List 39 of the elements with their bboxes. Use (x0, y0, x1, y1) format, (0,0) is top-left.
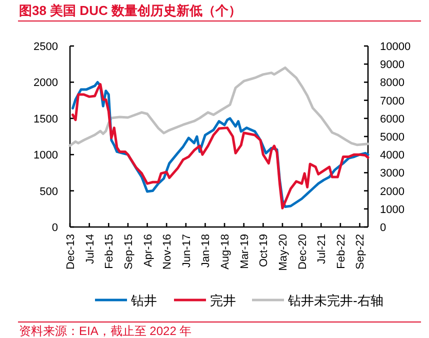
y2-tick-label: 9000 (380, 59, 404, 72)
y2-tick-label: 0 (380, 222, 386, 234)
text: 资料来源：EIA，截止至 2022 年 (19, 324, 192, 338)
y-tick-label: 2000 (34, 77, 58, 90)
y-tick-label: 1500 (34, 113, 58, 126)
y-tick-label: 0 (52, 222, 58, 234)
y2-tick-label: 3000 (380, 168, 404, 180)
y2-tick-label: 8000 (380, 77, 404, 90)
x-tick-label: Jan-18 (200, 234, 212, 268)
y2-tick-label: 1000 (380, 204, 404, 216)
y2-tick-label: 2000 (380, 186, 404, 198)
y2-tick-label: 7000 (380, 95, 404, 108)
y-tick-label: 2500 (34, 41, 58, 53)
y2-tick-label: 5000 (380, 132, 404, 144)
legend-label: 完井 (210, 293, 236, 308)
x-tick-label: Sep-22 (354, 234, 367, 270)
legend-label: 钻井未完井-右轴 (287, 293, 384, 308)
x-tick-label: Jul-14 (84, 234, 96, 264)
x-tick-label: Sep-15 (122, 234, 135, 270)
x-tick-label: Feb-15 (104, 234, 116, 269)
x-tick-label: Aug-18 (220, 234, 232, 270)
x-tick-label: May-20 (277, 234, 290, 271)
y2-tick-label: 4000 (380, 150, 404, 162)
x-tick-label: Feb-22 (335, 234, 348, 269)
y-tick-label: 500 (40, 186, 58, 198)
x-tick-label: Jun-17 (180, 234, 193, 268)
x-tick-label: Mar-19 (238, 234, 251, 269)
x-tick-label: Oct-19 (258, 234, 270, 268)
x-tick-label: Nov-16 (162, 234, 174, 270)
x-tick-label: Dec-13 (65, 234, 77, 270)
x-tick-label: Jul-21 (316, 234, 328, 264)
x-tick-label: Apr-16 (142, 234, 154, 268)
x-tick-label: Dec-20 (296, 234, 309, 270)
y2-tick-label: 6000 (380, 113, 404, 126)
y2-tick-label: 10000 (380, 41, 411, 53)
chart-title: 图38 美国 DUC 数量创历史新低（个） (19, 3, 242, 18)
line-series (68, 66, 370, 147)
legend-label: 钻井 (130, 293, 157, 308)
y-tick-label: 1000 (34, 150, 58, 162)
